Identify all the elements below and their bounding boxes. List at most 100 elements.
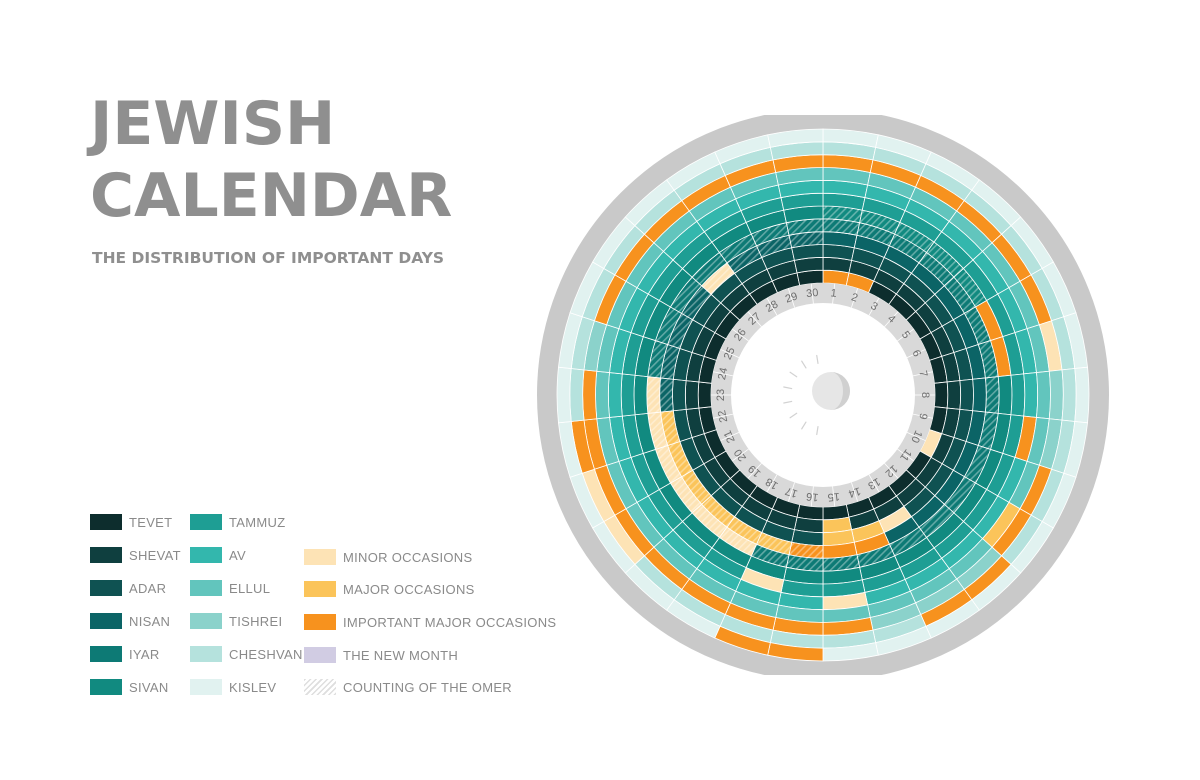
omer-hatch-nisan-27 <box>701 262 735 295</box>
day-label-17: 17 <box>784 484 799 499</box>
cell-tevet-8 <box>933 381 949 409</box>
legend-item-important-major-occasions: IMPORTANT MAJOR OCCASIONS <box>304 612 556 632</box>
day-divider <box>747 463 762 479</box>
day-divider <box>720 432 740 441</box>
legend-swatch <box>190 547 222 563</box>
legend-item-counting-of-the-omer: COUNTING OF THE OMER <box>304 677 512 697</box>
omer-hatch-iyar-27 <box>692 252 727 286</box>
omer-hatch-nisan-20 <box>681 470 712 505</box>
day-divider <box>884 463 899 479</box>
day-label-26: 26 <box>732 327 749 344</box>
day-label-20: 20 <box>732 446 749 463</box>
legend-label: MAJOR OCCASIONS <box>343 581 475 597</box>
legend-item-tishrei: TISHREI <box>190 611 282 631</box>
legend-item-iyar: IYAR <box>90 644 160 664</box>
omer-hatch-iyar-16 <box>786 554 823 572</box>
day-divider <box>851 288 858 308</box>
legend-swatch-hatched <box>304 679 336 695</box>
day-divider <box>747 311 762 327</box>
legend-item-cheshvan: CHESHVAN <box>190 644 303 664</box>
cell-sivan-8 <box>997 374 1013 416</box>
omer-hatch-nisan-25 <box>667 313 693 349</box>
omer-hatch-iyar-1 <box>823 218 860 236</box>
legend-label: NISAN <box>129 613 171 629</box>
omer-hatch-iyar-8 <box>985 376 1000 414</box>
day-divider <box>732 448 749 462</box>
day-label-25: 25 <box>722 345 738 361</box>
day-label-3: 3 <box>868 300 879 313</box>
day-divider <box>766 474 778 493</box>
cell-cheshvan-23 <box>569 368 585 422</box>
omer-hatch-iyar-30 <box>786 218 823 236</box>
legend-swatch <box>190 646 222 662</box>
day-label-1: 1 <box>830 287 837 300</box>
legend-item-sivan: SIVAN <box>90 677 169 697</box>
omer-hatch-iyar-23 <box>646 376 661 414</box>
cell-shevat-23 <box>684 380 700 410</box>
legend-item-ellul: ELLUL <box>190 578 270 598</box>
omer-hatch-iyar-26 <box>670 277 702 314</box>
omer-hatch-iyar-12 <box>919 504 954 538</box>
day-divider <box>912 371 933 377</box>
legend: TEVET SHEVAT ADAR NISAN IYAR SIVAN TAMMU… <box>90 512 556 712</box>
day-label-15: 15 <box>827 490 840 503</box>
omer-hatch-nisan-28 <box>726 245 762 274</box>
omer-hatch-nisan-21 <box>667 441 693 477</box>
cell-kislev-23 <box>556 366 572 424</box>
legend-label: TEVET <box>129 514 173 530</box>
omer-hatch-iyar-21 <box>655 445 682 484</box>
day-divider <box>832 283 836 304</box>
day-label-21: 21 <box>722 428 738 444</box>
day-label-30: 30 <box>806 287 819 300</box>
omer-hatch-nisan-23 <box>659 377 674 413</box>
legend-label: IYAR <box>129 646 160 662</box>
cell-tishrei-8 <box>1048 369 1064 421</box>
legend-label: TAMMUZ <box>229 514 286 530</box>
moon-icon <box>783 354 850 436</box>
legend-item-kislev: KISLEV <box>190 677 276 697</box>
day-divider <box>906 349 926 358</box>
omer-hatch-nisan-16 <box>789 542 823 559</box>
legend-swatch <box>90 679 122 695</box>
day-divider <box>788 288 795 308</box>
omer-hatch-iyar-28 <box>719 234 757 263</box>
legend-swatch <box>304 614 336 630</box>
day-label-28: 28 <box>764 298 781 315</box>
cell-shevat-8 <box>946 380 962 410</box>
outer-ring <box>537 115 1109 675</box>
day-label-22: 22 <box>716 409 730 423</box>
legend-swatch <box>90 646 122 662</box>
cell-cheshvan-8 <box>1061 368 1077 422</box>
day-divider <box>868 297 880 316</box>
legend-item-tevet: TEVET <box>90 512 172 532</box>
omer-hatch-iyar-18 <box>719 527 757 556</box>
omer-hatch-iyar-13 <box>889 527 927 556</box>
legend-label: AV <box>229 547 246 563</box>
omer-hatch-iyar-25 <box>655 306 682 345</box>
omer-hatch-nisan-17 <box>756 532 792 555</box>
legend-item-new-month: THE NEW MONTH <box>304 645 458 665</box>
day-label-18: 18 <box>764 475 781 492</box>
legend-label: IMPORTANT MAJOR OCCASIONS <box>343 614 557 630</box>
legend-label: CHESHVAN <box>229 646 303 662</box>
cell-adar-8 <box>959 378 974 412</box>
omer-hatch-nisan-18 <box>726 516 762 545</box>
day-label-23: 23 <box>715 389 727 401</box>
omer-hatch-iyar-10 <box>964 445 991 484</box>
omer-hatch-iyar-6 <box>964 306 991 345</box>
legend-item-adar: ADAR <box>90 578 166 598</box>
omer-hatch-sivan-3 <box>894 222 935 253</box>
omer-hatch-iyar-17 <box>751 544 790 568</box>
legend-item-tammuz: TAMMUZ <box>190 512 285 532</box>
cell-ellul-23 <box>595 370 610 420</box>
day-label-24: 24 <box>716 367 730 381</box>
day-label-14: 14 <box>847 484 862 499</box>
legend-label: TISHREI <box>229 613 283 629</box>
legend-swatch <box>190 514 222 530</box>
day-divider <box>832 486 836 507</box>
legend-item-major-occasions: MAJOR OCCASIONS <box>304 579 475 599</box>
legend-label: SHEVAT <box>129 547 181 563</box>
day-divider <box>788 482 795 502</box>
day-divider <box>851 482 858 502</box>
legend-swatch <box>304 647 336 663</box>
